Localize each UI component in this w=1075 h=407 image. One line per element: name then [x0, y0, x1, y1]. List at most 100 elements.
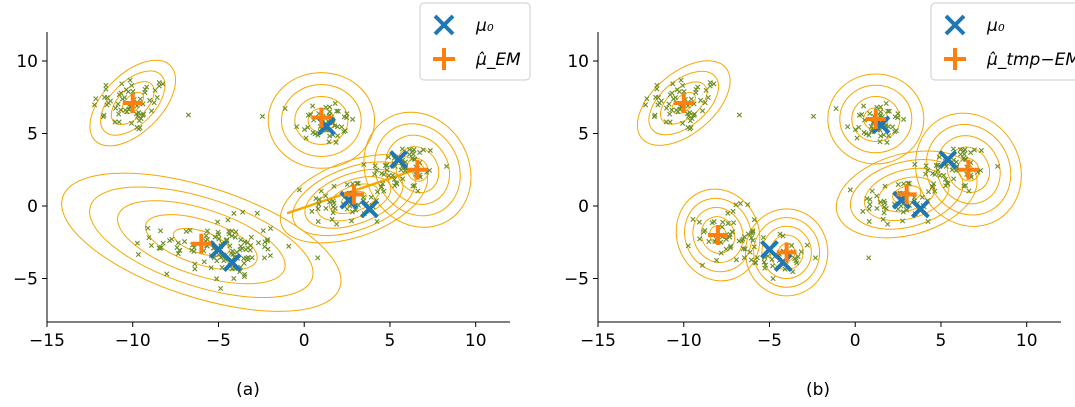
data-point [747, 249, 753, 255]
data-point [812, 255, 819, 261]
data-point [798, 249, 804, 255]
data-point [854, 135, 860, 141]
data-point [417, 150, 423, 156]
contour-ring [700, 216, 736, 254]
estimated-mean-marker [311, 107, 332, 128]
data-point [942, 176, 949, 183]
data-point [741, 234, 747, 240]
contour-ring [395, 146, 440, 194]
data-point [260, 228, 266, 234]
y-tick-label: 0 [578, 197, 589, 217]
data-point [866, 132, 872, 138]
data-point [874, 205, 880, 211]
data-point [919, 194, 925, 200]
data-point [804, 242, 810, 248]
data-point [658, 98, 664, 104]
data-point [696, 219, 702, 225]
data-point [229, 266, 235, 272]
data-point [932, 171, 938, 178]
contour-ring [878, 176, 936, 213]
data-point [286, 243, 292, 249]
data-point [406, 147, 413, 153]
data-point [881, 132, 887, 138]
scatter-panel-a: −15 −10 −5 0 5 10 −5 0 5 10 (a) μ₀ μ̂_EM [13, 2, 531, 400]
data-point [327, 133, 333, 139]
data-point [777, 231, 783, 237]
data-point [169, 236, 175, 242]
data-point [966, 188, 972, 194]
data-point [331, 183, 337, 189]
data-point [733, 202, 739, 208]
data-point [847, 187, 853, 193]
data-point [762, 262, 769, 268]
data-point [372, 163, 378, 169]
data-point [330, 198, 336, 204]
data-point [216, 232, 222, 238]
data-point [949, 167, 955, 173]
data-point [750, 237, 756, 244]
legend-label: μ₀ [475, 16, 494, 36]
data-point [663, 119, 669, 125]
data-point [877, 199, 884, 205]
data-point [673, 107, 679, 113]
panel-caption: (b) [806, 380, 830, 400]
contour-ring [839, 84, 913, 154]
x-tick-label: 0 [850, 331, 861, 351]
y-tick-label: 5 [27, 125, 38, 145]
data-point [326, 199, 333, 205]
data-point [349, 209, 355, 215]
data-point [294, 124, 300, 130]
data-point [443, 163, 450, 169]
data-point [728, 243, 734, 249]
data-point [859, 111, 865, 118]
data-point [372, 171, 378, 177]
data-point [175, 251, 181, 257]
data-point [667, 111, 673, 117]
data-point [723, 236, 729, 242]
contour-ring [892, 185, 922, 204]
data-point [925, 218, 931, 225]
data-point [103, 82, 109, 88]
estimated-mean-marker [407, 159, 428, 180]
data-point [415, 188, 421, 194]
data-point [316, 196, 322, 203]
data-point [882, 183, 888, 189]
y-tick-label: 10 [567, 52, 589, 72]
data-point [192, 266, 198, 272]
data-point [134, 240, 140, 246]
data-point [935, 167, 941, 173]
data-point [861, 129, 867, 136]
data-cluster-2 [810, 100, 907, 145]
contour-ring [636, 60, 731, 146]
data-point [852, 127, 859, 133]
data-point [101, 112, 107, 118]
data-point [112, 119, 118, 125]
x-tick-label: 5 [936, 331, 947, 351]
data-point [957, 147, 964, 153]
data-point [107, 98, 113, 104]
data-point [644, 96, 650, 102]
contour-ring [89, 186, 314, 299]
true-mean-marker [389, 150, 408, 170]
x-tick-label: −10 [666, 331, 702, 351]
data-point [126, 106, 132, 112]
x-tick-label: 10 [465, 331, 487, 351]
data-point [680, 82, 686, 89]
data-point [267, 225, 274, 232]
data-point [381, 188, 387, 194]
data-point [685, 243, 691, 249]
data-cluster-3 [912, 146, 1001, 194]
data-point [112, 105, 119, 111]
y-tick-label: 5 [578, 125, 589, 145]
data-point [203, 233, 209, 239]
y-tick-label: −5 [13, 270, 38, 290]
data-point [339, 124, 345, 130]
data-point [933, 162, 939, 169]
data-point [651, 114, 657, 120]
data-point [400, 176, 406, 182]
estimated-mean-marker [122, 93, 143, 114]
data-point [138, 115, 144, 122]
data-point [866, 255, 872, 261]
data-point [323, 193, 329, 199]
data-point [399, 146, 405, 152]
